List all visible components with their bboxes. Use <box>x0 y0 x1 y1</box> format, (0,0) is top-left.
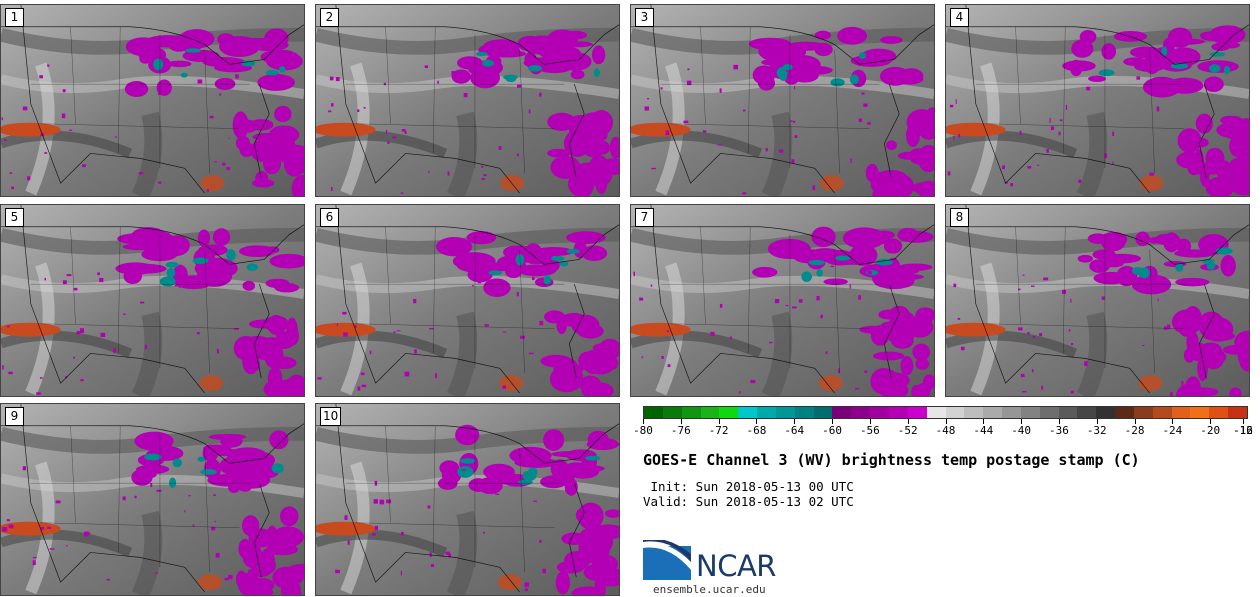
colorbar-tick <box>1058 419 1060 424</box>
panel-label: 1 <box>5 8 24 27</box>
colorbar-swatch <box>945 407 965 418</box>
colorbar-tick-label: -20 <box>1200 424 1221 437</box>
colorbar-swatch <box>851 407 871 418</box>
colorbar-tick <box>1096 419 1098 424</box>
colorbar-swatch <box>1115 407 1134 418</box>
map-panel: 3 <box>630 4 935 197</box>
colorbar-tick <box>1243 419 1244 424</box>
map-panel: 2 <box>315 4 620 197</box>
colorbar <box>643 406 1248 419</box>
colorbar-tick-label: -44 <box>973 424 994 437</box>
colorbar-swatch <box>700 407 720 418</box>
colorbar-swatch <box>1077 407 1097 418</box>
colorbar-tick-label: -56 <box>859 424 880 437</box>
colorbar-tick-label: -12 <box>1233 424 1253 437</box>
colorbar-tick <box>1172 419 1174 424</box>
colorbar-swatch <box>719 407 739 418</box>
map-panel: 5 <box>0 204 305 397</box>
colorbar-swatch <box>1002 407 1021 418</box>
colorbar-swatch <box>662 407 682 418</box>
colorbar-swatch <box>926 407 946 418</box>
colorbar-swatch <box>738 407 758 418</box>
colorbar-swatch <box>1133 407 1153 418</box>
colorbar-swatch <box>1039 407 1059 418</box>
site-url: ensemble.ucar.edu <box>653 583 766 596</box>
colorbar-tick-label: -72 <box>708 424 729 437</box>
map-panel: 9 <box>0 403 305 596</box>
map-panel: 4 <box>945 4 1250 197</box>
colorbar-tick <box>869 419 871 424</box>
colorbar-tick <box>945 419 947 424</box>
colorbar-swatch <box>775 407 795 418</box>
colorbar-tick <box>1134 419 1136 424</box>
colorbar-swatch <box>1228 407 1247 418</box>
colorbar-tick-label: -28 <box>1124 424 1145 437</box>
map-panel: 1 <box>0 4 305 197</box>
panel-label: 10 <box>320 407 342 426</box>
colorbar-tick <box>643 419 644 424</box>
colorbar-swatch <box>1209 407 1229 418</box>
valid-time: Valid: Sun 2018-05-13 02 UTC <box>643 494 854 509</box>
colorbar-swatch <box>1171 407 1191 418</box>
colorbar-tick-label: -36 <box>1049 424 1069 437</box>
colorbar-swatch <box>757 407 776 418</box>
map-panel: 8 <box>945 204 1250 397</box>
colorbar-tick <box>1021 419 1023 424</box>
colorbar-tick <box>756 419 758 424</box>
colorbar-swatch <box>1058 407 1078 418</box>
panel-label: 3 <box>635 8 654 27</box>
panel-label: 7 <box>635 208 654 227</box>
colorbar-tick <box>832 419 834 424</box>
panel-label: 6 <box>320 208 339 227</box>
colorbar-tick <box>1210 419 1212 424</box>
panel-label: 9 <box>5 407 24 426</box>
colorbar-swatch <box>681 407 701 418</box>
logo-text: NCAR <box>696 549 776 583</box>
colorbar-tick-label: -80 <box>633 424 653 437</box>
colorbar-tick-label: -68 <box>746 424 767 437</box>
colorbar-tick-label: -24 <box>1162 424 1183 437</box>
colorbar-tick <box>907 419 909 424</box>
colorbar-tick-label: -64 <box>784 424 805 437</box>
colorbar-swatch <box>888 407 908 418</box>
colorbar-tick-label: -40 <box>1011 424 1032 437</box>
panel-label: 5 <box>5 208 24 227</box>
colorbar-swatch <box>983 407 1003 418</box>
panel-label: 4 <box>950 8 969 27</box>
colorbar-swatch <box>832 407 852 418</box>
map-panel: 10 <box>315 403 620 596</box>
colorbar-tick-label: -16 <box>1233 424 1253 437</box>
colorbar-tick-label: -32 <box>1086 424 1107 437</box>
colorbar-swatch <box>870 407 889 418</box>
colorbar-tick-label: -60 <box>822 424 842 437</box>
colorbar-swatch <box>1152 407 1172 418</box>
panel-label: 8 <box>950 208 969 227</box>
ncar-logo-icon <box>643 540 691 580</box>
colorbar-ticks: -80 -76 -72 -68 -64 -60 -56 -52 -48 -44 -40 -36 -32 -… <box>633 419 1253 439</box>
colorbar-swatch <box>964 407 984 418</box>
colorbar-swatch <box>1096 407 1116 418</box>
colorbar-tick <box>680 419 682 424</box>
colorbar-tick <box>718 419 720 424</box>
colorbar-swatch <box>907 407 927 418</box>
map-panel: 7 <box>630 204 935 397</box>
colorbar-tick <box>794 419 796 424</box>
colorbar-tick-label: -76 <box>670 424 691 437</box>
colorbar-swatch <box>644 407 663 418</box>
colorbar-swatch <box>794 407 814 418</box>
colorbar-tick-label: -48 <box>935 424 956 437</box>
colorbar-swatch <box>1020 407 1040 418</box>
colorbar-tick-label: -52 <box>897 424 918 437</box>
colorbar-swatch <box>813 407 833 418</box>
panel-label: 2 <box>320 8 339 27</box>
colorbar-swatch <box>1190 407 1210 418</box>
map-panel: 6 <box>315 204 620 397</box>
figure-title: GOES-E Channel 3 (WV) brightness temp po… <box>643 451 1140 469</box>
colorbar-tick <box>983 419 985 424</box>
init-time: Init: Sun 2018-05-13 00 UTC <box>643 479 854 494</box>
